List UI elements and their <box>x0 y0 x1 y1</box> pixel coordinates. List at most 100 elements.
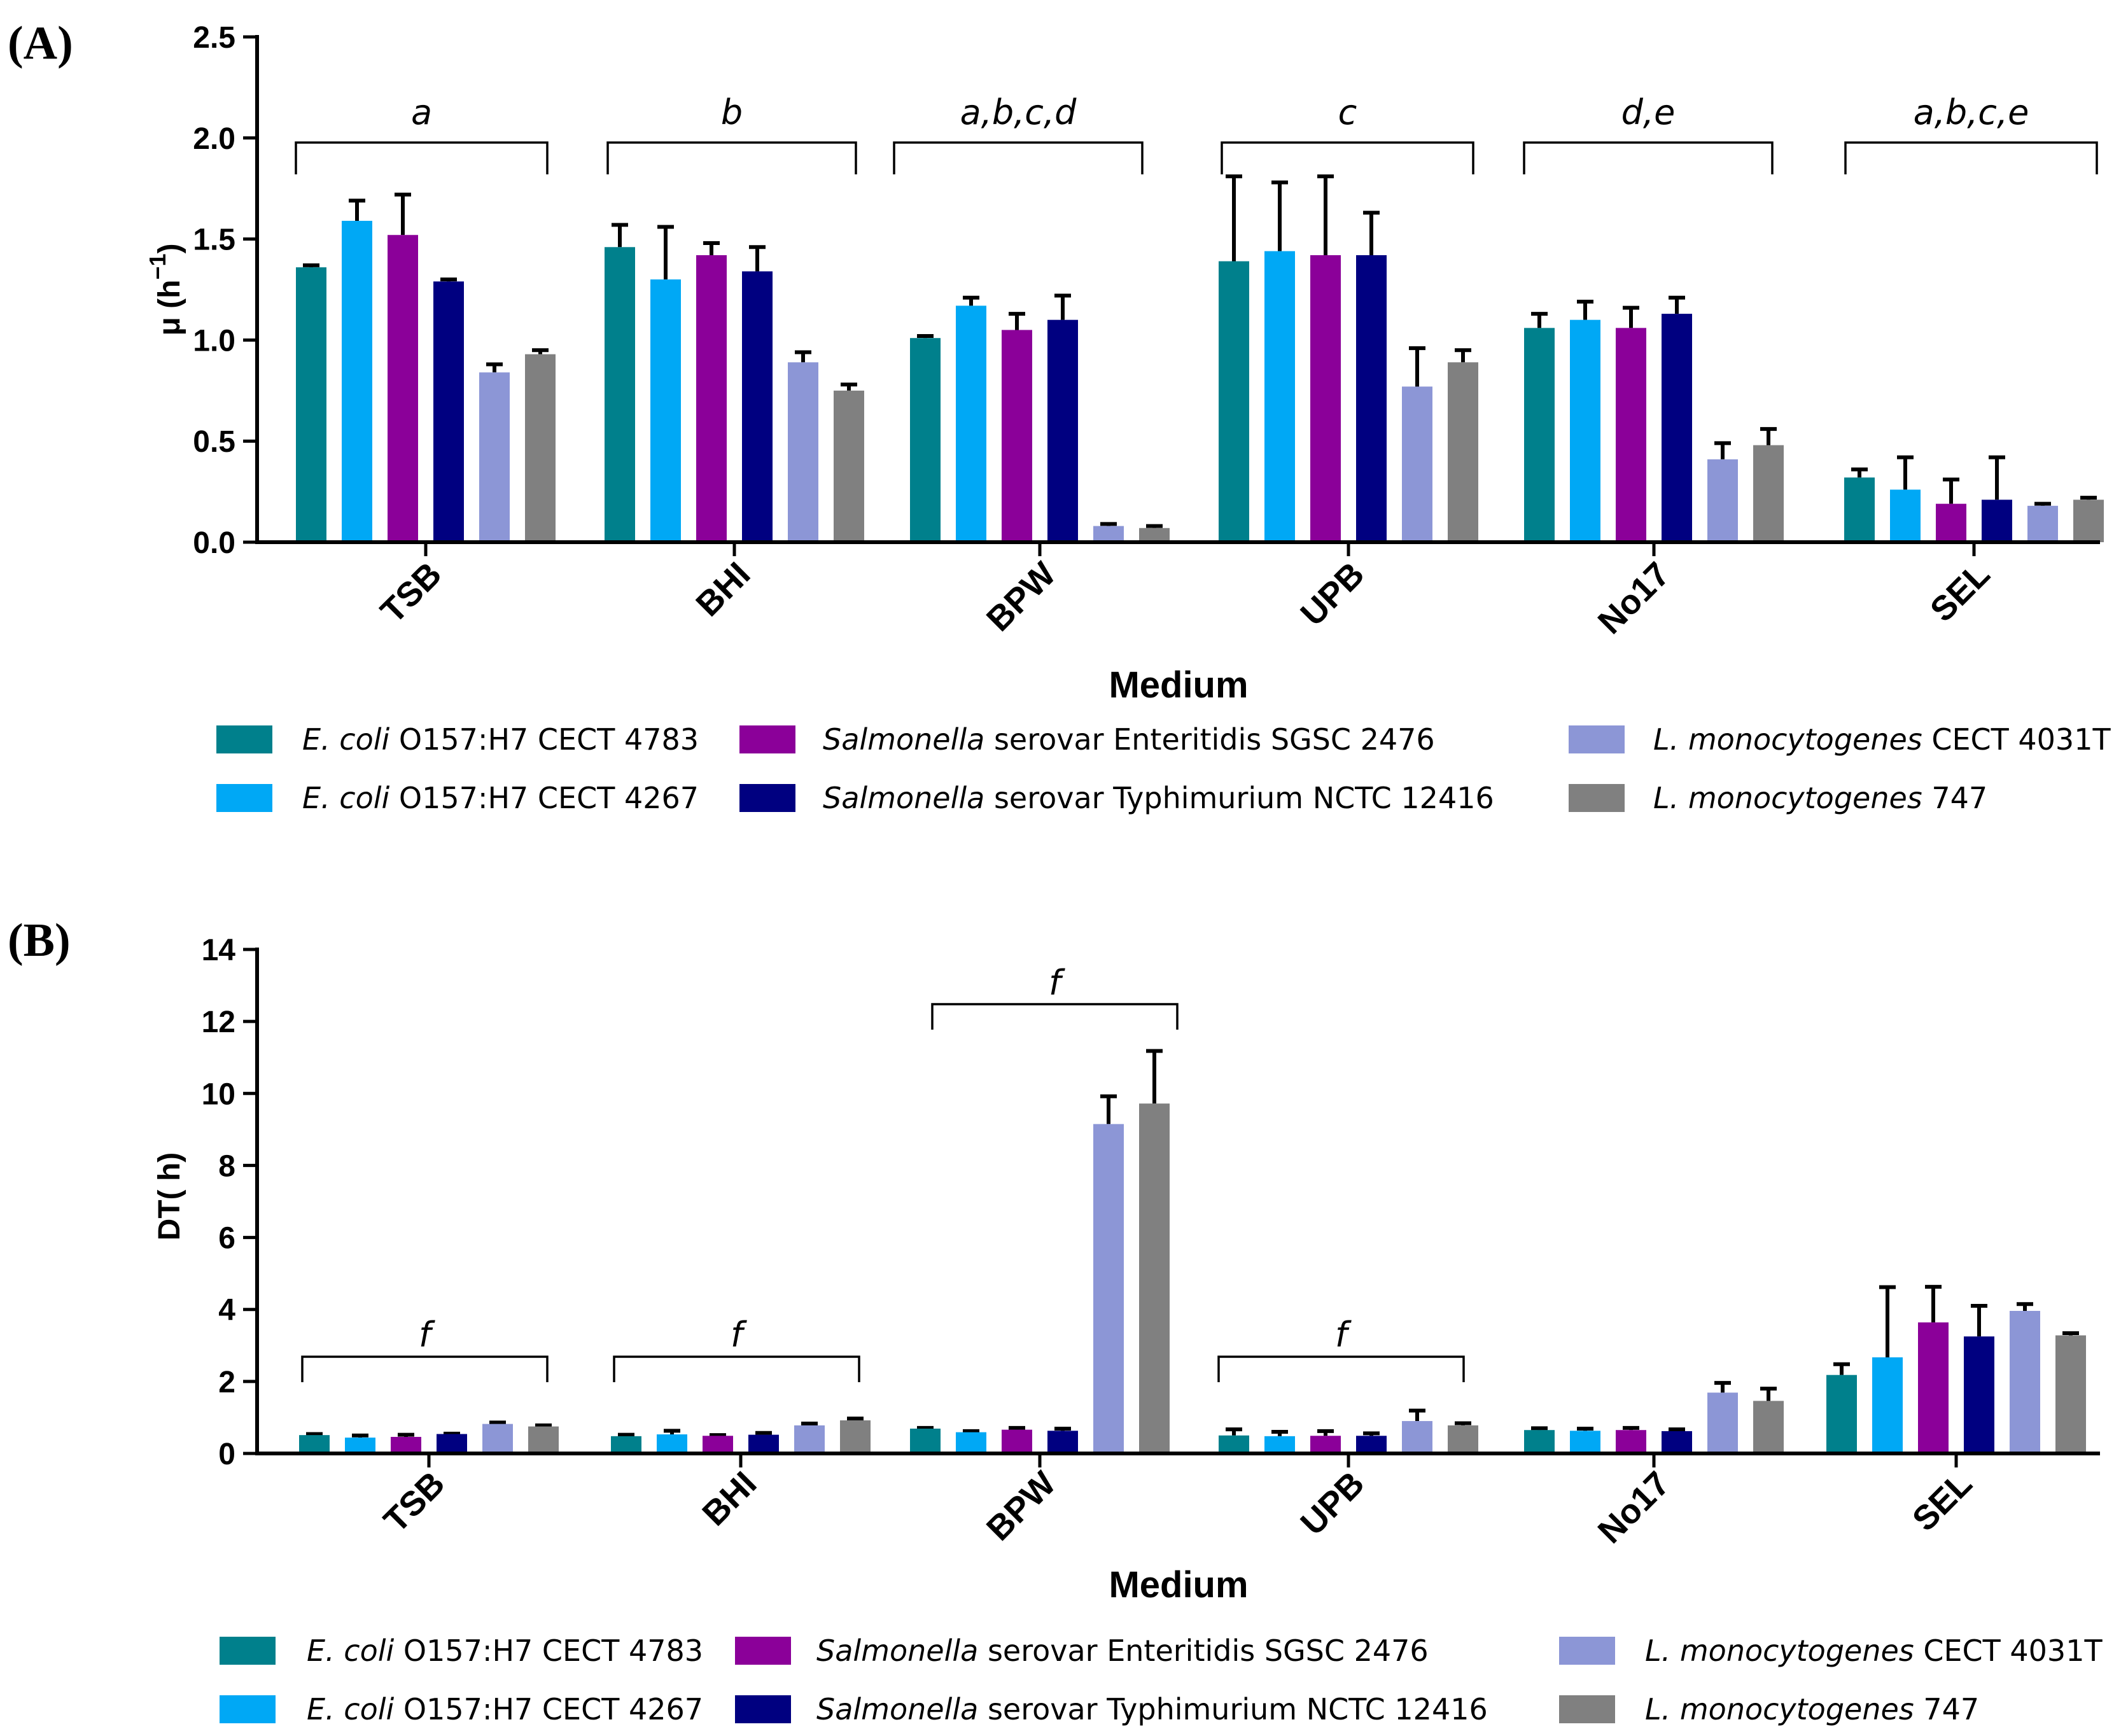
legend-swatch <box>739 725 795 753</box>
bar <box>788 362 818 542</box>
significance-bracket <box>613 1355 860 1382</box>
legend-label: L. monocytogenes CECT 4031T <box>1645 1634 2103 1668</box>
bar <box>1310 1436 1341 1453</box>
legend-label: Salmonella serovar Enteritidis SGSC 2476 <box>816 1634 1429 1668</box>
bar <box>1936 503 1966 542</box>
bar <box>1264 251 1295 542</box>
x-axis-title: Medium <box>1109 664 1248 706</box>
x-tick-label: BHI <box>689 555 757 624</box>
bar <box>956 305 986 542</box>
x-tick-label: BPW <box>979 555 1063 639</box>
bar <box>1964 1336 1994 1453</box>
bar <box>657 1434 687 1453</box>
bar <box>1264 1436 1295 1453</box>
bar <box>1982 500 2012 542</box>
legend-swatch <box>1569 784 1625 812</box>
bar <box>479 372 510 542</box>
significance-bracket <box>301 1355 549 1382</box>
bar <box>1402 386 1432 542</box>
bar <box>834 390 864 542</box>
chart-panel-a: (A) 0.0 0.5 1.0 1.5 2.0 2.5 TSB BHI BPW UPB No17 SEL… <box>8 17 2111 815</box>
x-tick-label: SEL <box>1923 555 1998 629</box>
significance-label: a,b,c,d <box>960 92 1077 132</box>
y-axis-title: μ (h−1) <box>144 243 186 335</box>
bar <box>1219 261 1249 542</box>
bar <box>525 354 556 542</box>
panel-label: (B) <box>8 914 71 967</box>
bar <box>1448 362 1478 542</box>
x-axis-title: Medium <box>1109 1564 1248 1606</box>
y-tick-label: 0.5 <box>193 425 235 459</box>
legend-swatch <box>739 784 795 812</box>
bar <box>1139 528 1170 542</box>
bar <box>1524 1430 1555 1453</box>
bar <box>1872 1357 1903 1453</box>
significance-bracket <box>1523 141 1774 174</box>
significance-label: a,b,c,e <box>1914 92 2029 132</box>
bar <box>2073 500 2104 542</box>
y-axis-title: DT( h) <box>153 1152 186 1241</box>
bar <box>1570 319 1600 542</box>
y-tick-label: 12 <box>202 1005 235 1039</box>
bar <box>696 255 727 542</box>
significance-bracket <box>606 141 857 174</box>
bar <box>910 338 941 542</box>
bar <box>1662 1431 1692 1453</box>
legend-swatch <box>1559 1637 1615 1665</box>
x-tick-label: UPB <box>1293 1464 1371 1543</box>
y-tick-label: 6 <box>218 1222 235 1256</box>
bar <box>1707 459 1738 542</box>
x-tick-label: SEL <box>1905 1464 1980 1539</box>
bar <box>611 1436 641 1453</box>
x-tick-label: TSB <box>377 1464 452 1540</box>
bar <box>1753 445 1784 542</box>
legend-label: L. monocytogenes CECT 4031T <box>1653 722 2111 757</box>
y-tick-label: 1.5 <box>193 223 235 257</box>
significance-bracket <box>295 141 549 174</box>
significance-label: a <box>411 92 432 132</box>
legend: E. coli O157:H7 CECT 4783 E. coli O157:H7… <box>220 1634 2103 1726</box>
y-tick-label: 0.0 <box>193 526 235 560</box>
bar <box>1002 330 1032 542</box>
significance-bracket <box>1844 141 2098 174</box>
legend-label: E. coli O157:H7 CECT 4267 <box>302 781 699 815</box>
chart-panel-b: (B) 0 2 4 6 8 10 12 14 TSB BHI BPW UPB No17 SEL Medium D… <box>8 914 2103 1726</box>
bar <box>437 1434 467 1453</box>
bar <box>388 235 418 542</box>
y-tick-label: 4 <box>218 1294 235 1327</box>
bar <box>1890 489 1921 542</box>
bar <box>2055 1335 2086 1453</box>
significance-label: f <box>1335 1315 1352 1355</box>
legend-label: Salmonella serovar Typhimurium NCTC 1241… <box>823 781 1494 815</box>
bar <box>742 271 773 542</box>
bar <box>794 1425 825 1453</box>
significance-label: f <box>731 1315 747 1355</box>
bar <box>482 1424 513 1453</box>
legend-label: Salmonella serovar Enteritidis SGSC 2476 <box>823 722 1435 757</box>
x-tick-label: No17 <box>1591 555 1677 641</box>
bar <box>296 267 326 542</box>
significance-bracket <box>893 141 1144 174</box>
bar <box>1570 1431 1600 1453</box>
bar <box>1826 1375 1857 1453</box>
legend: E. coli O157:H7 CECT 4783 E. coli O157:H7… <box>216 722 2111 815</box>
legend-swatch <box>735 1695 791 1723</box>
panel-label: (A) <box>8 17 73 69</box>
significance-label: b <box>721 92 743 132</box>
bar <box>840 1420 871 1453</box>
bar <box>2010 1310 2040 1453</box>
bar <box>1753 1401 1784 1453</box>
legend-swatch <box>1569 725 1625 753</box>
bar <box>1219 1435 1249 1453</box>
bar <box>1662 314 1692 542</box>
significance-bracket <box>1217 1355 1465 1382</box>
bar <box>1402 1421 1432 1453</box>
bar <box>650 279 681 542</box>
bar <box>1616 328 1646 542</box>
significance-bracket <box>1221 141 1474 174</box>
bar <box>1002 1429 1032 1453</box>
significance-label: d,e <box>1621 92 1676 132</box>
legend-swatch <box>220 1695 276 1723</box>
legend-swatch <box>216 784 272 812</box>
